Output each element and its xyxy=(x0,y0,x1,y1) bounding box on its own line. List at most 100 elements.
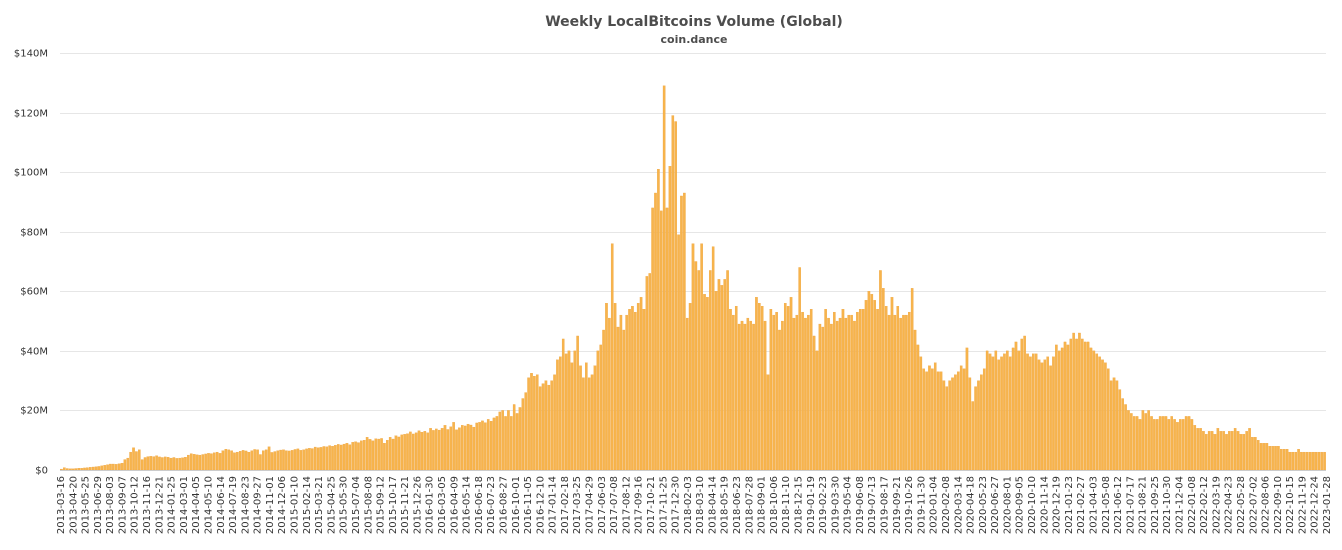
bar xyxy=(830,323,833,471)
x-tick-label: 2021-04-03 xyxy=(1088,476,1099,534)
bar xyxy=(322,446,326,471)
bar xyxy=(1323,451,1326,471)
bar xyxy=(723,279,727,471)
bar xyxy=(585,362,588,471)
x-tick-label: 2015-12-26 xyxy=(412,476,423,534)
bar xyxy=(123,459,127,471)
bar xyxy=(452,422,455,471)
bar xyxy=(1020,338,1024,471)
bar xyxy=(1282,448,1286,471)
bar xyxy=(760,306,764,471)
bar xyxy=(1083,341,1087,471)
bar xyxy=(109,463,112,471)
bar xyxy=(426,432,429,471)
x-tick-label: 2020-02-08 xyxy=(941,476,952,534)
bar xyxy=(287,450,291,471)
bar xyxy=(504,416,507,471)
bar xyxy=(544,380,548,471)
bar xyxy=(743,323,747,471)
bar xyxy=(1196,428,1199,471)
bar xyxy=(1210,431,1214,471)
bar xyxy=(1121,398,1124,471)
bar xyxy=(1207,431,1211,471)
bar xyxy=(798,267,801,471)
bar xyxy=(1179,419,1182,471)
bar xyxy=(936,371,940,471)
bar xyxy=(691,243,695,471)
bar xyxy=(1153,419,1156,471)
bar xyxy=(957,371,960,471)
bar xyxy=(403,434,406,471)
bar xyxy=(386,440,389,471)
bar xyxy=(579,365,582,471)
bar xyxy=(538,386,542,471)
bar xyxy=(478,422,481,471)
bar xyxy=(781,320,784,471)
bar xyxy=(913,329,917,471)
bar xyxy=(763,320,767,471)
bar xyxy=(103,465,106,471)
bar xyxy=(210,453,213,471)
bar xyxy=(273,451,277,471)
x-tick-label: 2018-05-19 xyxy=(720,476,731,534)
x-tick-label: 2014-11-01 xyxy=(265,476,276,534)
bar xyxy=(1294,451,1298,471)
bar xyxy=(1320,451,1323,471)
bar xyxy=(683,192,686,471)
bar xyxy=(596,350,600,471)
bar xyxy=(1086,341,1090,471)
bar xyxy=(492,417,496,471)
y-tick-label: $20M xyxy=(20,406,48,417)
bar xyxy=(512,404,516,471)
bar xyxy=(1081,338,1084,471)
bar xyxy=(230,450,233,471)
bar xyxy=(1193,425,1197,471)
x-tick-label: 2020-04-18 xyxy=(966,476,977,534)
bar xyxy=(88,467,92,471)
bar xyxy=(521,398,525,471)
bar xyxy=(158,456,161,471)
bar xyxy=(256,449,259,471)
bar xyxy=(908,311,911,471)
bar xyxy=(163,456,167,471)
x-tick-label: 2015-10-17 xyxy=(388,476,399,534)
bar xyxy=(1026,353,1029,471)
bar xyxy=(1262,443,1266,471)
x-tick-label: 2014-03-01 xyxy=(179,476,190,534)
bar xyxy=(974,386,977,471)
bar xyxy=(1173,419,1176,471)
bar xyxy=(1144,413,1148,471)
bar xyxy=(267,446,271,471)
bar xyxy=(233,452,236,471)
bar xyxy=(250,450,254,471)
x-tick-label: 2018-09-01 xyxy=(757,476,768,534)
bar xyxy=(861,309,865,471)
x-tick-label: 2017-11-25 xyxy=(658,476,669,534)
bar xyxy=(1285,448,1289,471)
bar xyxy=(1104,362,1107,471)
bar xyxy=(383,443,386,471)
bar xyxy=(244,450,248,471)
bar xyxy=(527,377,530,471)
bar xyxy=(60,468,63,471)
bar xyxy=(948,380,951,471)
bar xyxy=(342,443,346,471)
bar xyxy=(100,465,104,471)
x-tick-label: 2014-05-10 xyxy=(203,476,214,534)
bar xyxy=(758,303,761,471)
bar xyxy=(1089,347,1093,471)
bar xyxy=(484,422,487,471)
bar xyxy=(400,434,404,471)
bar xyxy=(530,373,533,471)
bar xyxy=(388,437,392,471)
bar xyxy=(155,455,158,471)
bar xyxy=(175,458,179,471)
bar xyxy=(276,450,280,471)
bar xyxy=(501,410,504,471)
bar xyxy=(212,452,216,471)
bar xyxy=(262,450,265,471)
bar xyxy=(365,437,369,471)
bar xyxy=(1199,428,1202,471)
x-tick-label: 2015-03-21 xyxy=(314,476,325,534)
bar xyxy=(740,320,744,471)
